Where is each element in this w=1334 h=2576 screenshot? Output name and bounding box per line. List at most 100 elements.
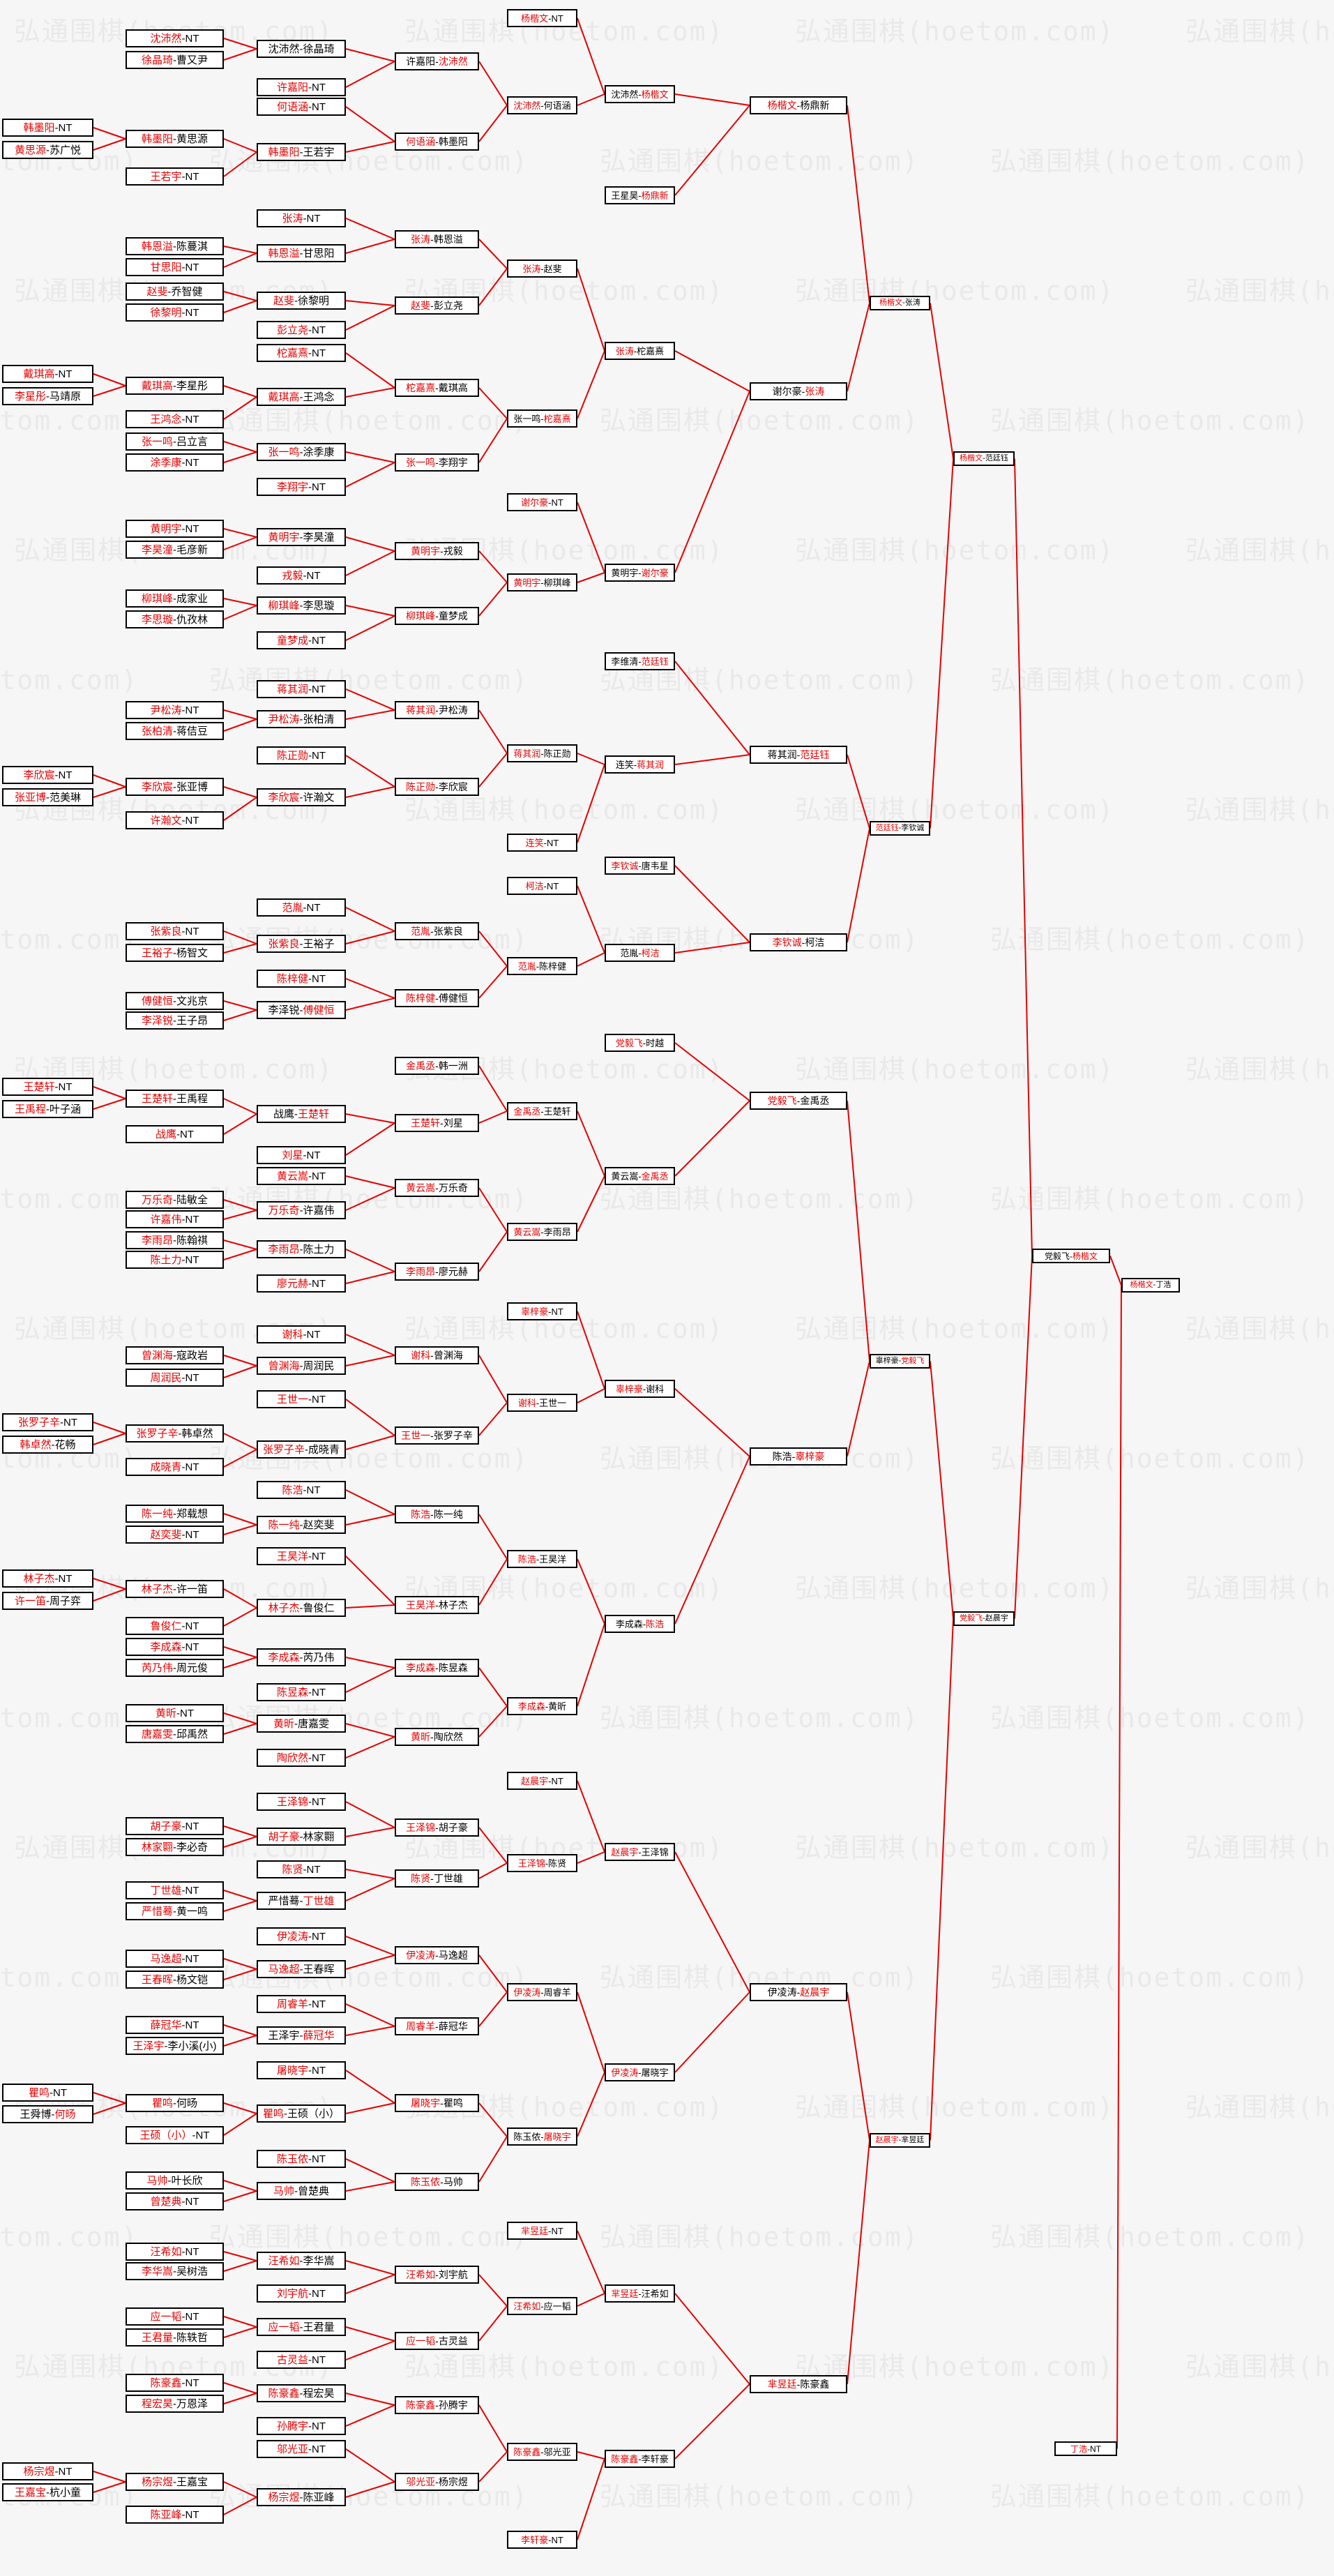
match-box[interactable]: 林家翾 - 李必奇 bbox=[126, 1838, 224, 1856]
match-box[interactable]: 李思璇 - 仇孜林 bbox=[126, 610, 224, 628]
match-box[interactable]: 陈豪鑫 - 李轩豪 bbox=[605, 2450, 675, 2468]
match-box[interactable]: 范胤 - NT bbox=[257, 898, 346, 917]
match-box[interactable]: 伊凌涛 - 赵晨宇 bbox=[750, 1983, 847, 2001]
match-box[interactable]: 张罗子辛 - 成晓青 bbox=[257, 1440, 346, 1459]
match-box[interactable]: 汪希如 - 李华嵩 bbox=[257, 2252, 346, 2270]
match-box[interactable]: 涂季康 - NT bbox=[126, 453, 224, 472]
match-box[interactable]: 谢科 - 王世一 bbox=[507, 1394, 577, 1412]
match-box[interactable]: 瞿鸣 - 王硕（小） bbox=[257, 2104, 346, 2123]
match-box[interactable]: 王楚轩 - 王禹程 bbox=[126, 1090, 224, 1108]
match-box[interactable]: 党毅飞 - 金禹丞 bbox=[750, 1092, 847, 1110]
match-box[interactable]: 唐嘉雯 - 邱禹然 bbox=[126, 1725, 224, 1743]
match-box[interactable]: 汪希如 - 应一韬 bbox=[507, 2297, 577, 2315]
match-box[interactable]: 陈玉侬 - 屠晓宇 bbox=[507, 2127, 577, 2146]
match-box[interactable]: 张罗子辛 - 韩卓然 bbox=[126, 1424, 224, 1443]
match-box[interactable]: 李成森 - NT bbox=[126, 1638, 224, 1656]
match-box[interactable]: 王泽锦 - 胡子豪 bbox=[395, 1818, 479, 1837]
match-box[interactable]: 王泽宇 - 李小溪(小) bbox=[126, 2037, 224, 2055]
match-box[interactable]: 黄昕 - NT bbox=[126, 1704, 224, 1722]
match-box[interactable]: 黄云嵩 - 万乐奇 bbox=[395, 1179, 479, 1197]
match-box[interactable]: 蒋其润 - 陈正勋 bbox=[507, 744, 577, 762]
match-box[interactable]: 戎毅 - NT bbox=[257, 566, 346, 585]
match-box[interactable]: 瞿鸣 - 何旸 bbox=[126, 2094, 224, 2112]
match-box[interactable]: 李欣宸 - NT bbox=[2, 766, 93, 784]
match-box[interactable]: 刘星 - NT bbox=[257, 1146, 346, 1164]
match-box[interactable]: 黄明宇 - NT bbox=[126, 520, 224, 538]
match-box[interactable]: 王楚轩 - 刘星 bbox=[395, 1114, 479, 1132]
match-box[interactable]: 张一鸣 - 吕立言 bbox=[126, 432, 224, 451]
match-box[interactable]: 张罗子辛 - NT bbox=[2, 1413, 93, 1431]
match-box[interactable]: 韩墨阳 - NT bbox=[2, 119, 93, 137]
match-box[interactable]: 黄明宇 - 柳琪峰 bbox=[507, 573, 577, 592]
match-box[interactable]: 黄昕 - 唐嘉雯 bbox=[257, 1715, 346, 1733]
match-box[interactable]: 芮乃伟 - 周元俊 bbox=[126, 1659, 224, 1677]
match-box[interactable]: 陈豪鑫 - 程宏昊 bbox=[257, 2384, 346, 2402]
match-box[interactable]: 薛冠华 - NT bbox=[126, 2016, 224, 2034]
match-box[interactable]: 马逸超 - 王春晖 bbox=[257, 1960, 346, 1978]
match-box[interactable]: 屠晓宇 - NT bbox=[257, 2061, 346, 2079]
match-box[interactable]: 林子杰 - NT bbox=[2, 1569, 93, 1588]
match-box[interactable]: 陈一纯 - 赵奕斐 bbox=[257, 1516, 346, 1534]
match-box[interactable]: 赵斐 - 徐黎明 bbox=[257, 292, 346, 310]
match-box[interactable]: 杨楷文 - 杨鼎新 bbox=[750, 96, 847, 114]
match-box[interactable]: 李翔宇 - NT bbox=[257, 478, 346, 496]
match-box[interactable]: 徐晶琦 - 曹又尹 bbox=[126, 51, 224, 69]
match-box[interactable]: 李泽锐 - 王子昂 bbox=[126, 1011, 224, 1030]
match-box[interactable]: 沈沛然 - 杨楷文 bbox=[605, 85, 675, 103]
match-box[interactable]: 范胤 - 张紫良 bbox=[395, 922, 479, 940]
match-box[interactable]: 连笑 - 蒋其润 bbox=[605, 755, 675, 774]
match-box[interactable]: 邬光亚 - 杨宗煜 bbox=[395, 2473, 479, 2491]
match-box[interactable]: 杨宗煜 - 陈亚峰 bbox=[257, 2488, 346, 2506]
match-box[interactable]: 童梦成 - NT bbox=[257, 631, 346, 649]
match-box[interactable]: 许一笛 - 周子弈 bbox=[2, 1592, 93, 1610]
match-box[interactable]: 杨楷文 - 范廷钰 bbox=[953, 451, 1015, 466]
match-box[interactable]: 杨宗煜 - 王嘉宝 bbox=[126, 2473, 224, 2491]
match-box[interactable]: 陶欣然 - NT bbox=[257, 1749, 346, 1767]
match-box[interactable]: 汪希如 - NT bbox=[126, 2243, 224, 2261]
match-box[interactable]: 党毅飞 - 时越 bbox=[605, 1034, 675, 1052]
match-box[interactable]: 陈豪鑫 - 邬光亚 bbox=[507, 2443, 577, 2461]
match-box[interactable]: 张紫良 - NT bbox=[126, 922, 224, 940]
match-box[interactable]: 陈玉侬 - NT bbox=[257, 2150, 346, 2168]
match-box[interactable]: 戴琪高 - NT bbox=[2, 365, 93, 383]
match-box[interactable]: 韩恩溢 - 陈蔓淇 bbox=[126, 237, 224, 255]
match-box[interactable]: 金禹丞 - 王楚轩 bbox=[507, 1102, 577, 1120]
match-box[interactable]: 张涛 - 赵斐 bbox=[507, 259, 577, 278]
match-box[interactable]: 连笑 - NT bbox=[507, 834, 577, 852]
match-box[interactable]: 陈梓健 - 傅健恒 bbox=[395, 989, 479, 1007]
match-box[interactable]: 李昊潼 - 毛彦新 bbox=[126, 541, 224, 559]
match-box[interactable]: 尹松涛 - NT bbox=[126, 701, 224, 719]
match-box[interactable]: 王昊洋 - NT bbox=[257, 1547, 346, 1565]
match-box[interactable]: 辜梓豪 - 谢科 bbox=[605, 1380, 675, 1398]
match-box[interactable]: 万乐奇 - 陆敏全 bbox=[126, 1191, 224, 1209]
match-box[interactable]: 王春晖 - 杨文铠 bbox=[126, 1971, 224, 1989]
match-box[interactable]: 张一鸣 - 涂季康 bbox=[257, 443, 346, 461]
match-box[interactable]: 黄云嵩 - NT bbox=[257, 1167, 346, 1185]
match-box[interactable]: 何语涵 - NT bbox=[257, 98, 346, 116]
match-box[interactable]: 曾楚典 - NT bbox=[126, 2192, 224, 2210]
match-box[interactable]: 张涛 - NT bbox=[257, 209, 346, 227]
match-box[interactable]: 王泽宇 - 薛冠华 bbox=[257, 2026, 346, 2044]
match-box[interactable]: 韩墨阳 - 王若宇 bbox=[257, 143, 346, 161]
match-box[interactable]: 张一鸣 - 李翔宇 bbox=[395, 453, 479, 472]
match-box[interactable]: 沈沛然 - NT bbox=[126, 29, 224, 47]
match-box[interactable]: 丁世雄 - NT bbox=[126, 1881, 224, 1899]
match-box[interactable]: 王星昊 - 杨鼎新 bbox=[605, 186, 675, 204]
match-box[interactable]: 芈昱廷 - NT bbox=[507, 2222, 577, 2240]
match-box[interactable]: 战鹰 - NT bbox=[126, 1125, 224, 1143]
match-box[interactable]: 周睿羊 - NT bbox=[257, 1995, 346, 2013]
match-box[interactable]: 陈玉侬 - 马帅 bbox=[395, 2173, 479, 2191]
match-box[interactable]: 陈一纯 - 郑载想 bbox=[126, 1505, 224, 1523]
match-box[interactable]: 李雨昂 - 陈翰祺 bbox=[126, 1231, 224, 1249]
match-box[interactable]: 赵晨宇 - 王泽锦 bbox=[605, 1843, 675, 1861]
match-box[interactable]: 张涛 - 柁嘉熹 bbox=[605, 342, 675, 360]
match-box[interactable]: 柳琪峰 - 李思璇 bbox=[257, 596, 346, 615]
match-box[interactable]: 蒋其润 - NT bbox=[257, 680, 346, 698]
match-box[interactable]: 汪希如 - 刘宇航 bbox=[395, 2266, 479, 2284]
match-box[interactable]: 谢尔豪 - NT bbox=[507, 493, 577, 511]
match-box[interactable]: 马逸超 - NT bbox=[126, 1950, 224, 1968]
match-box[interactable]: 傅健恒 - 文兆京 bbox=[126, 992, 224, 1010]
match-box[interactable]: 黄明宇 - 李昊潼 bbox=[257, 528, 346, 546]
match-box[interactable]: 陈正勋 - NT bbox=[257, 746, 346, 764]
match-box[interactable]: 王鸿念 - NT bbox=[126, 410, 224, 428]
